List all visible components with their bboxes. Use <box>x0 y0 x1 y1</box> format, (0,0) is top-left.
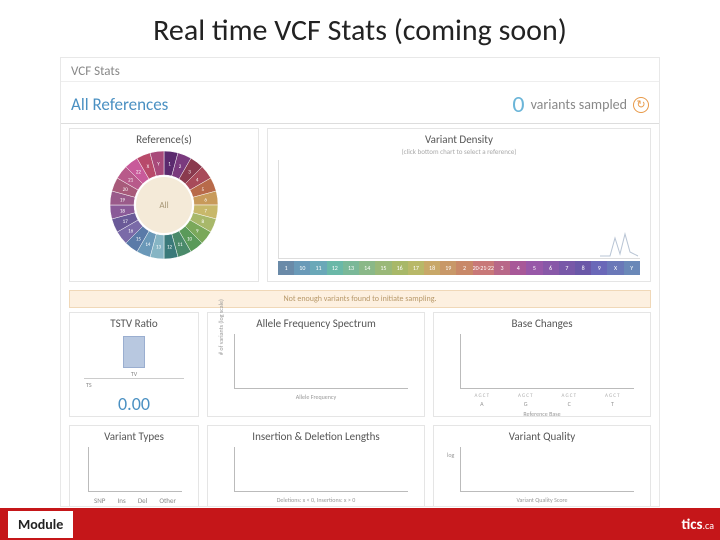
vq-xlabel: Variant Quality Score <box>440 496 644 504</box>
svg-text:9: 9 <box>196 228 199 234</box>
slide-footer: Module tics.ca <box>0 508 720 540</box>
varqual-panel: Variant Quality log Variant Quality Scor… <box>433 425 651 507</box>
svg-text:10: 10 <box>187 236 193 242</box>
svg-text:19: 19 <box>120 197 126 203</box>
svg-text:14: 14 <box>145 241 151 247</box>
references-panel: Reference(s) 123456789101112131415161718… <box>69 128 259 282</box>
refresh-icon[interactable]: ↻ <box>633 97 649 113</box>
warning-bar: Not enough variants found to initiate sa… <box>69 290 651 308</box>
donut-chart[interactable]: 12345678910111213141516171819202122XYAll <box>76 147 252 262</box>
bc-xlabel: Reference Base <box>440 410 644 418</box>
svg-text:20: 20 <box>123 186 129 192</box>
svg-text:18: 18 <box>120 208 126 214</box>
footer-brand: tics.ca <box>681 516 714 534</box>
row-3: Variant Types SNPInsDelOther Insertion &… <box>61 421 659 507</box>
svg-text:4: 4 <box>196 177 199 183</box>
bc-sup-ticks: A G C TA G C TA G C TA G C T <box>460 393 634 399</box>
vt-xticks: SNPInsDelOther <box>88 496 182 505</box>
afs-ylabel: # of variants (log scale) <box>217 299 225 355</box>
vq-chart: log <box>460 447 634 492</box>
svg-text:22: 22 <box>136 169 142 175</box>
row-2: TSTV Ratio TV TS 0.00 Allele Frequency S… <box>61 308 659 421</box>
afs-title: Allele Frequency Spectrum <box>214 317 418 330</box>
chromosome-bar[interactable]: 110111213141516171819220·21·223456789XY <box>278 261 640 275</box>
vcf-header: VCF Stats <box>61 58 659 82</box>
tv-label: TV <box>123 370 145 378</box>
idl-chart <box>234 447 408 492</box>
basechanges-panel: Base Changes A G C TA G C TA G C TA G C … <box>433 312 651 417</box>
vt-title: Variant Types <box>76 430 192 443</box>
tstv-chart: TV <box>84 334 184 379</box>
variants-sampled: 0 variants sampled ↻ <box>512 90 649 119</box>
svg-text:16: 16 <box>128 228 134 234</box>
afs-panel: Allele Frequency Spectrum # of variants … <box>207 312 425 417</box>
all-references-link[interactable]: All References <box>71 94 168 115</box>
module-badge: Module <box>8 511 73 538</box>
svg-text:1: 1 <box>168 161 171 167</box>
ts-label: TS <box>86 381 192 389</box>
svg-text:12: 12 <box>167 244 173 250</box>
sampled-label: variants sampled <box>531 96 627 113</box>
idl-xlabel: Deletions: x < 0, Insertions: x > 0 <box>214 496 418 504</box>
slide-title: Real time VCF Stats (coming soon) <box>0 0 720 57</box>
svg-text:6: 6 <box>204 197 207 203</box>
afs-xlabel: Allele Frequency <box>214 393 418 401</box>
svg-text:13: 13 <box>156 244 162 250</box>
vt-chart <box>88 447 182 492</box>
svg-text:17: 17 <box>123 219 129 225</box>
svg-text:All: All <box>159 200 168 211</box>
bc-chart <box>460 334 634 389</box>
density-subtitle: (click bottom chart to select a referenc… <box>274 147 644 156</box>
vq-title: Variant Quality <box>440 430 644 443</box>
bc-title: Base Changes <box>440 317 644 330</box>
indel-panel: Insertion & Deletion Lengths Deletions: … <box>207 425 425 507</box>
idl-title: Insertion & Deletion Lengths <box>214 430 418 443</box>
svg-text:15: 15 <box>136 236 142 242</box>
bc-xticks: AGCT <box>460 400 634 408</box>
svg-text:2: 2 <box>179 164 182 170</box>
density-panel: Variant Density (click bottom chart to s… <box>267 128 651 282</box>
vartypes-panel: Variant Types SNPInsDelOther <box>69 425 199 507</box>
vq-ytick: log <box>447 451 454 459</box>
allref-row: All References 0 variants sampled ↻ <box>61 82 659 124</box>
tstv-panel: TSTV Ratio TV TS 0.00 <box>69 312 199 417</box>
tstv-title: TSTV Ratio <box>76 317 192 330</box>
vcf-screenshot: VCF Stats All References 0 variants samp… <box>60 57 660 507</box>
afs-chart: # of variants (log scale) <box>234 334 408 389</box>
density-title: Variant Density <box>274 133 644 146</box>
density-line-chart[interactable] <box>278 160 640 259</box>
svg-text:7: 7 <box>204 208 207 214</box>
svg-text:X: X <box>147 164 150 170</box>
sampled-count: 0 <box>512 90 524 119</box>
tstv-value: 0.00 <box>76 393 192 415</box>
row-1: Reference(s) 123456789101112131415161718… <box>61 124 659 286</box>
svg-text:11: 11 <box>178 241 184 247</box>
svg-text:21: 21 <box>128 177 134 183</box>
